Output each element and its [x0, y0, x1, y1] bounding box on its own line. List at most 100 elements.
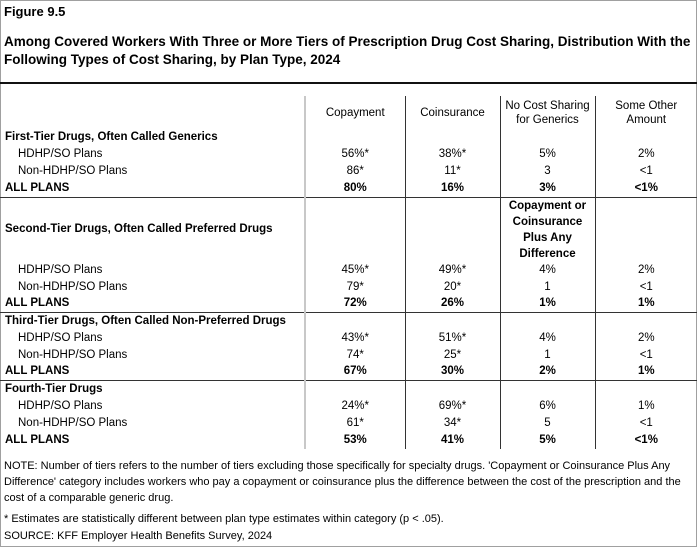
footnote-text: * Estimates are statistically different … — [4, 513, 444, 525]
table-cell: 43%* — [304, 329, 405, 347]
table-row: Non-HDHP/SO Plans 86* 11* 3 <1 — [0, 163, 697, 180]
all-plans-row: ALL PLANS 53% 41% 5% <1% — [0, 431, 697, 449]
row-label: ALL PLANS — [0, 295, 305, 313]
table-row: HDHP/SO Plans 24%* 69%* 6% 1% — [0, 397, 697, 415]
column-subheader — [499, 312, 595, 330]
table-cell: 26% — [404, 295, 500, 313]
table-cell: 56%* — [304, 146, 405, 163]
table-cell: <1 — [594, 346, 697, 364]
empty-cell — [594, 197, 697, 262]
table-cell: 11* — [404, 163, 500, 180]
source-text: SOURCE: KFF Employer Health Benefits Sur… — [4, 530, 273, 542]
table-cell: 1 — [499, 278, 595, 296]
table-cell: 4% — [499, 329, 595, 347]
empty-cell — [304, 129, 405, 146]
table-cell: 74* — [304, 346, 405, 364]
table-cell: 5 — [499, 414, 595, 432]
table-cell: 51%* — [404, 329, 500, 347]
table-cell: 69%* — [404, 397, 500, 415]
empty-cell — [404, 129, 500, 146]
data-table: Copayment Coinsurance No Cost Sharing fo… — [0, 96, 697, 449]
table-cell: 2% — [499, 363, 595, 381]
row-label: HDHP/SO Plans — [18, 399, 103, 412]
table-cell: 4% — [499, 261, 595, 279]
section-header-row: Fourth-Tier Drugs — [0, 380, 697, 398]
column-header: Copayment — [304, 96, 405, 129]
all-plans-row: ALL PLANS 67% 30% 2% 1% — [0, 363, 697, 381]
header-blank — [0, 96, 305, 129]
table-cell: 16% — [404, 180, 500, 198]
table-cell: 3 — [499, 163, 595, 180]
table-row: Non-HDHP/SO Plans 61* 34* 5 <1 — [0, 414, 697, 432]
table-cell: 2% — [594, 261, 697, 279]
figure-title: Among Covered Workers With Three or More… — [4, 34, 691, 67]
table-cell: 2% — [594, 146, 697, 163]
table-cell: 1% — [594, 397, 697, 415]
column-header: No Cost Sharing for Generics — [499, 96, 595, 129]
row-label: ALL PLANS — [5, 433, 70, 446]
table-cell: 2% — [594, 329, 697, 347]
table-row: Non-HDHP/SO Plans 74* 25* 1 <1 — [0, 346, 697, 364]
section-label: Third-Tier Drugs, Often Called Non-Prefe… — [5, 314, 286, 327]
table-row: HDHP/SO Plans 45%* 49%* 4% 2% — [0, 261, 697, 279]
section-label: Fourth-Tier Drugs — [5, 382, 103, 395]
empty-cell — [304, 380, 405, 398]
table-cell: <1 — [594, 163, 697, 180]
table-cell: <1 — [594, 414, 697, 432]
note-text: NOTE: Number of tiers refers to the numb… — [4, 460, 681, 504]
column-subheader: Copayment or Coinsurance Plus Any Differ… — [499, 197, 595, 262]
figure-label: Figure 9.5 — [4, 4, 66, 19]
row-label: HDHP/SO Plans — [18, 331, 103, 344]
empty-cell — [594, 312, 697, 330]
table-cell: 24%* — [304, 397, 405, 415]
table-row: HDHP/SO Plans 43%* 51%* 4% 2% — [0, 329, 697, 347]
table-cell: 1% — [594, 295, 697, 313]
section-label: Second-Tier Drugs, Often Called Preferre… — [5, 223, 273, 235]
empty-cell — [594, 129, 697, 146]
table-row: HDHP/SO Plans 56%* 38%* 5% 2% — [0, 146, 697, 163]
section-label: First-Tier Drugs, Often Called Generics — [5, 131, 218, 143]
table-cell: 49%* — [404, 261, 500, 279]
table-cell: 6% — [499, 397, 595, 415]
column-header: Coinsurance — [404, 96, 500, 129]
empty-cell — [404, 197, 500, 262]
row-label: ALL PLANS — [0, 363, 305, 381]
table-cell: 45%* — [304, 261, 405, 279]
section-header-row: First-Tier Drugs, Often Called Generics — [0, 129, 697, 146]
table-row: Non-HDHP/SO Plans 79* 20* 1 <1 — [0, 278, 697, 296]
all-plans-row: ALL PLANS 80% 16% 3% <1% — [0, 180, 697, 198]
table-cell: 25* — [404, 346, 500, 364]
table-cell: <1% — [594, 431, 697, 449]
table-cell: 61* — [304, 414, 405, 432]
row-label: Non-HDHP/SO Plans — [18, 280, 128, 293]
table-cell: 34* — [404, 414, 500, 432]
table-cell: <1 — [594, 278, 697, 296]
table-cell: 1 — [499, 346, 595, 364]
empty-cell — [404, 312, 500, 330]
table-cell: 67% — [304, 363, 405, 381]
row-label: Non-HDHP/SO Plans — [18, 348, 128, 361]
table-cell: 79* — [304, 278, 405, 296]
empty-cell — [404, 380, 500, 398]
table-cell: 80% — [304, 180, 405, 198]
row-label: Non-HDHP/SO Plans — [18, 416, 128, 429]
section-header-row: Third-Tier Drugs, Often Called Non-Prefe… — [0, 312, 697, 330]
table-cell: 38%* — [404, 146, 500, 163]
table-cell: 5% — [499, 431, 595, 449]
table-cell: 41% — [404, 431, 500, 449]
row-label: HDHP/SO Plans — [18, 148, 103, 160]
column-subheader — [499, 129, 595, 146]
title-divider — [0, 82, 697, 84]
column-subheader — [499, 380, 595, 398]
table-cell: 1% — [499, 295, 595, 313]
table-cell: 5% — [499, 146, 595, 163]
row-label: ALL PLANS — [0, 180, 305, 198]
row-label: Non-HDHP/SO Plans — [18, 165, 128, 177]
table-cell: 3% — [499, 180, 595, 198]
table-cell: 20* — [404, 278, 500, 296]
empty-cell — [304, 312, 405, 330]
header-row: Copayment Coinsurance No Cost Sharing fo… — [0, 96, 697, 129]
section-header-row: Second-Tier Drugs, Often Called Preferre… — [0, 197, 697, 262]
table-cell: <1% — [594, 180, 697, 198]
table-cell: 72% — [304, 295, 405, 313]
